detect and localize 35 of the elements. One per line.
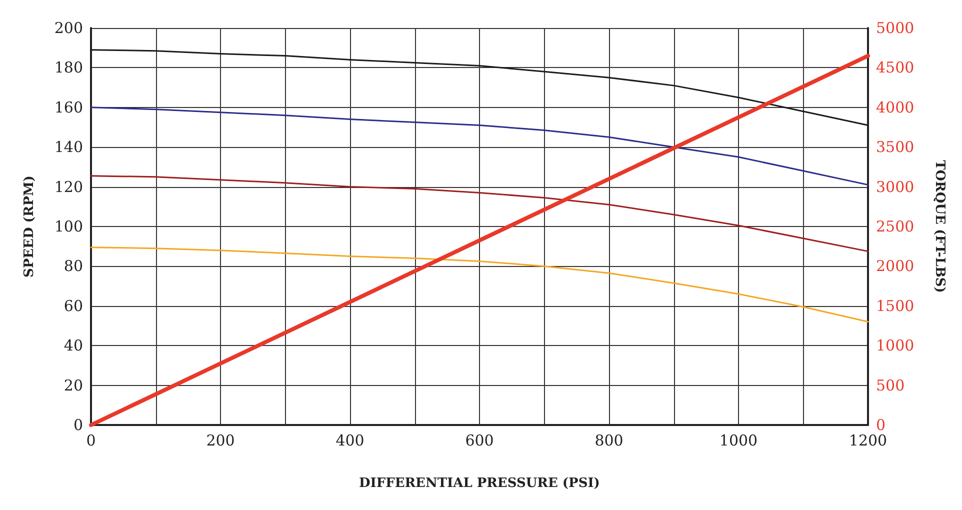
line-series [90, 106, 869, 186]
y2-tick-label: 4500 [876, 58, 914, 77]
x-tick-label: 600 [465, 432, 494, 450]
y-tick-label: 20 [64, 376, 83, 394]
x-tick-label: 400 [336, 432, 364, 450]
x-tick-label: 1200 [848, 432, 888, 450]
y-tick-label: 160 [54, 98, 83, 116]
y2-tick-label: 4000 [876, 98, 914, 116]
x-tick-label: 0 [86, 432, 96, 450]
y2-tick-label: 1000 [876, 336, 914, 355]
y2-tick-label: 5000 [876, 19, 914, 37]
y-tick-label: 60 [64, 296, 83, 315]
y2-tick-label: 2000 [876, 257, 914, 276]
y-axis-title: SPEED (RPM) [22, 175, 37, 278]
y2-tick-label: 500 [876, 376, 905, 394]
x-tick-label: 800 [594, 432, 624, 450]
y-tick-label: 80 [64, 257, 83, 276]
y-tick-label: 40 [64, 336, 83, 355]
y2-tick-label: 3500 [876, 138, 914, 156]
y2-tick-label: 1500 [876, 296, 914, 315]
line-series [90, 246, 869, 323]
y-tick-label: 180 [54, 58, 83, 77]
y2-tick-label: 3000 [876, 178, 914, 196]
y-tick-label: 140 [54, 138, 83, 156]
y-tick-label: 100 [54, 218, 83, 236]
y2-tick-label: 2500 [876, 218, 914, 236]
y2-axis-title: TORQUE (FT-LBS) [932, 160, 947, 293]
y2-tick-label: 0 [876, 416, 886, 434]
y-tick-label: 0 [73, 416, 83, 434]
y-tick-label: 120 [54, 178, 83, 196]
y-tick-label: 200 [54, 19, 83, 37]
x-axis-title: DIFFERENTIAL PRESSURE (PSI) [359, 476, 600, 491]
x-tick-label: 200 [206, 432, 235, 450]
line-series [90, 175, 869, 252]
x-tick-label: 1000 [719, 432, 758, 450]
